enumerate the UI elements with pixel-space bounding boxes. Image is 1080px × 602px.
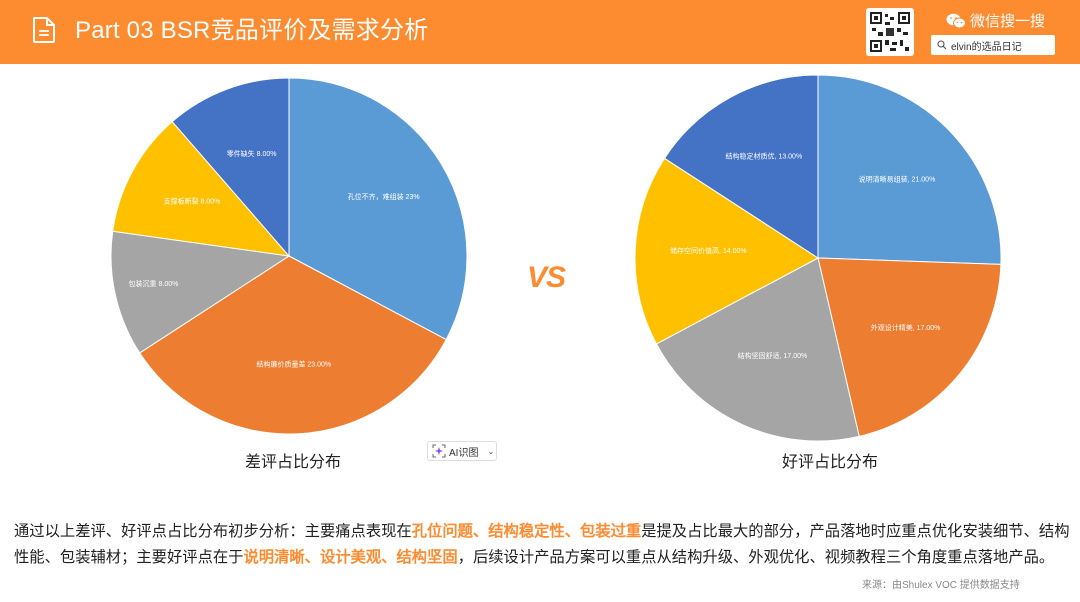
pie-slice-label: 储存空间价值高, 14.00%	[670, 246, 747, 255]
pie-slice	[288, 77, 468, 341]
wechat-label: 微信搜一搜	[970, 13, 1046, 30]
qr-code-icon	[870, 12, 910, 52]
pie-slice	[110, 230, 291, 354]
pie-slice	[171, 77, 290, 258]
summary-highlight-positive-points: 说明清晰、设计美观、结构坚固	[243, 549, 458, 566]
chevron-down-icon: ⌄	[487, 446, 495, 456]
ai-scan-icon	[432, 444, 446, 458]
summary-text-1: 通过以上差评、好评点占比分布初步分析：主要痛点表现在	[14, 523, 412, 540]
search-box: elvin的选品日记	[931, 35, 1055, 55]
negative-review-pie-chart: 孔位不齐，难组装 23% 结构廉价质量差 23.00% 包装沉重 8.00% 支撑板断…	[110, 77, 468, 435]
pie-slice-label: 结构坚固舒适, 17.00%	[738, 351, 808, 360]
summary-text-3: ，后续设计产品方案可以重点从结构升级、外观优化、视频教程三个角度重点落地产品。	[457, 549, 1055, 566]
pie-slice	[817, 74, 1002, 265]
pie-slice-label: 外观设计精美, 17.00%	[871, 323, 941, 332]
pie-slice	[663, 74, 819, 259]
pie-slice-label: 结构廉价质量差 23.00%	[256, 359, 331, 368]
ai-image-recognition-button[interactable]: AI识图 ⌄	[427, 441, 497, 461]
positive-review-pie-chart: 说明清晰易组装, 21.00% 外观设计精美, 17.00% 结构坚固舒适, 17.…	[634, 74, 1002, 442]
analysis-summary: 通过以上差评、好评点占比分布初步分析：主要痛点表现在孔位问题、结构稳定性、包装过…	[14, 519, 1074, 571]
search-text: elvin的选品日记	[951, 41, 1022, 53]
search-icon	[937, 40, 947, 50]
ai-button-label: AI识图	[449, 447, 479, 459]
header-bar: Part 03 BSR竞品评价及需求分析 微信搜一搜 elvin的选品日记	[0, 0, 1080, 64]
pie-slice-label: 包装沉重 8.00%	[129, 279, 179, 288]
pie-slice-label: 结构稳定材质优, 13.00%	[726, 151, 803, 160]
pie-slice	[112, 120, 291, 257]
pie-slice-label: 零件缺失 8.00%	[227, 149, 277, 158]
pie-slice	[817, 257, 1002, 437]
pie-slice	[139, 255, 447, 435]
page-title: Part 03 BSR竞品评价及需求分析	[75, 17, 429, 44]
pie-slice	[634, 157, 819, 345]
summary-text-2: 是提及占比最大的部分，产品落地时应重点优化安装细节、结构性能、包装辅材；主要好评…	[14, 523, 1070, 566]
data-source-note: 来源：由Shulex VOC 提供数据支持	[862, 580, 1020, 591]
pie-slice-label: 说明清晰易组装, 21.00%	[859, 175, 936, 184]
pie-slice-label: 孔位不齐，难组装 23%	[348, 192, 420, 201]
vs-label: VS	[527, 261, 566, 294]
positive-chart-title: 好评占比分布	[782, 454, 879, 471]
pie-slice-label: 支撑板断裂 8.00%	[164, 196, 221, 205]
wechat-icon	[946, 13, 966, 28]
document-icon	[33, 17, 55, 43]
pie-slice	[655, 257, 860, 442]
summary-highlight-pain-points: 孔位问题、结构稳定性、包装过重	[411, 523, 642, 540]
negative-chart-title: 差评占比分布	[245, 454, 342, 471]
wechat-search-label: 微信搜一搜	[946, 10, 1045, 31]
qr-code	[866, 8, 914, 56]
